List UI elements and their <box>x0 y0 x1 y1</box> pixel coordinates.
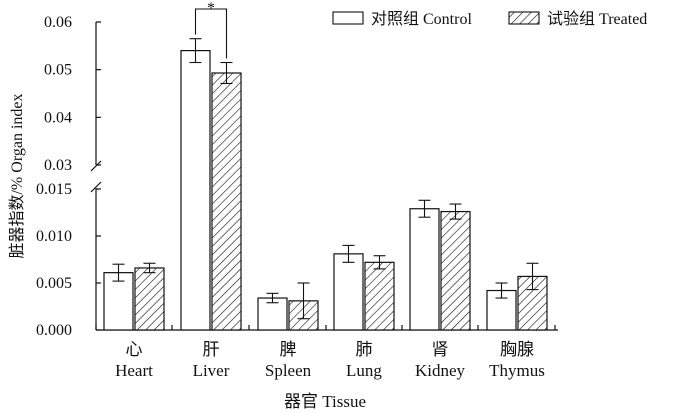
axes-group: 0.000 0.005 0.010 0.015 0.03 0.04 0.05 0.06 <box>36 14 558 339</box>
axis-break-mark <box>90 181 102 193</box>
x-tick-label-cn: 心 <box>126 340 143 359</box>
x-tick-label-en: Heart <box>115 361 153 380</box>
bar-treated-lung <box>364 261 395 331</box>
legend: 对照组 Control 试验组 Treated <box>332 10 647 28</box>
x-tick-label-en: Kidney <box>415 361 466 380</box>
y-tick-label: 0.005 <box>36 275 72 292</box>
x-tick-label-en: Spleen <box>265 361 312 380</box>
legend-swatch-treated <box>508 11 540 25</box>
significance-bracket <box>194 8 228 59</box>
y-tick-label: 0.04 <box>44 109 72 126</box>
legend-label-treated: 试验组 Treated <box>547 10 647 28</box>
y-tick-label: 0.000 <box>36 322 72 339</box>
bar-treated-kidney <box>440 210 471 331</box>
x-tick-label-cn: 胸腺 <box>500 340 534 359</box>
legend-swatch-control <box>332 11 364 25</box>
x-tick-label-cn: 脾 <box>280 340 297 359</box>
bar-treated-heart <box>134 267 165 331</box>
y-tick-label: 0.015 <box>36 181 72 198</box>
y-tick-label: 0.06 <box>44 14 72 31</box>
y-tick-label: 0.05 <box>44 62 72 79</box>
bars-group <box>103 38 548 331</box>
bar-treated-liver <box>211 72 242 331</box>
axis-break-mark <box>90 160 102 172</box>
y-tick-label: 0.010 <box>36 228 72 245</box>
x-tick-label-cn: 肝 <box>203 340 220 359</box>
labels-group: 脏器指数/% Organ index 心 Heart 肝 Liver 脾 Spleen 肺 Lu… <box>8 0 545 411</box>
x-axis-title: 器官 Tissue <box>284 392 366 411</box>
bar-control-kidney <box>409 208 440 331</box>
x-tick-label-cn: 肺 <box>356 340 373 359</box>
y-tick-label: 0.03 <box>44 157 72 174</box>
x-tick-label-en: Thymus <box>489 361 545 380</box>
x-tick-label-cn: 肾 <box>432 340 449 359</box>
bar-control-lung <box>333 253 364 331</box>
x-tick-label-en: Liver <box>193 361 230 380</box>
legend-label-control: 对照组 Control <box>371 10 472 28</box>
y-axis-title: 脏器指数/% Organ index <box>8 93 26 258</box>
x-tick-label-en: Lung <box>346 361 382 380</box>
bar-control-heart <box>103 272 134 331</box>
bar-control-liver <box>180 49 211 331</box>
significance-star: * <box>207 0 215 17</box>
